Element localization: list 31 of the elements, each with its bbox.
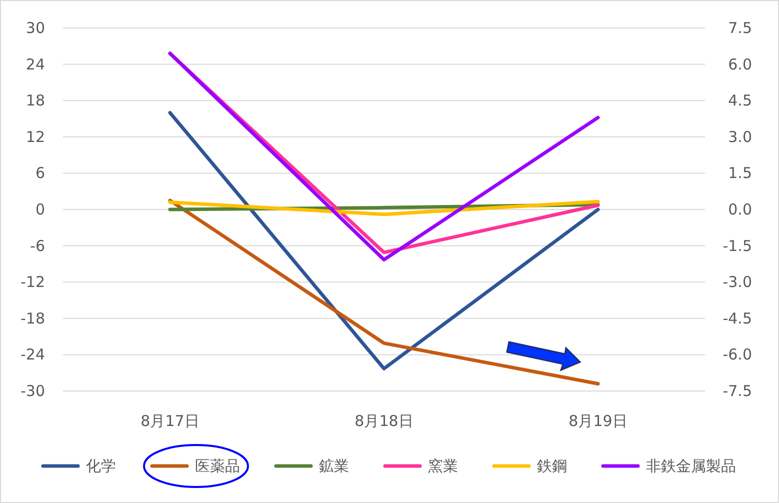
y2-tick-label: -6.0 — [722, 346, 752, 364]
y2-tick-label: -7.5 — [722, 382, 752, 400]
y2-tick-label: 1.5 — [728, 164, 752, 182]
y-tick-label: -24 — [20, 346, 45, 364]
y-tick-label: 18 — [26, 92, 45, 110]
y2-tick-label: 3.0 — [728, 128, 752, 146]
y2-tick-label: 0.0 — [728, 200, 752, 218]
y-tick-label: 12 — [26, 128, 45, 146]
y-tick-label: -18 — [20, 309, 45, 328]
y2-tick-label: 6.0 — [728, 55, 752, 74]
y-tick-label: 6 — [35, 164, 45, 182]
legend-label: 医薬品 — [195, 457, 240, 475]
y-tick-label: -12 — [20, 273, 45, 292]
y2-tick-label: -4.5 — [722, 309, 752, 328]
y-tick-label: 0 — [35, 200, 45, 218]
x-tick-label: 8月18日 — [354, 412, 414, 430]
y2-tick-label: 4.5 — [728, 92, 752, 110]
x-tick-label: 8月17日 — [140, 412, 200, 430]
y-tick-label: -6 — [30, 236, 45, 255]
legend-label: 鉄鋼 — [537, 457, 567, 475]
y-tick-label: 30 — [26, 19, 45, 37]
y-tick-label: 24 — [26, 55, 45, 74]
legend-label: 鉱業 — [319, 457, 349, 475]
y2-tick-label: 7.5 — [728, 19, 752, 37]
legend-label: 非鉄金属製品 — [646, 457, 736, 475]
y-tick-label: -30 — [20, 382, 45, 400]
x-tick-label: 8月19日 — [568, 412, 628, 430]
y2-tick-label: -1.5 — [722, 236, 752, 255]
legend-label: 窯業 — [428, 457, 458, 475]
y2-tick-label: -3.0 — [722, 273, 752, 292]
legend-label: 化学 — [86, 457, 116, 475]
